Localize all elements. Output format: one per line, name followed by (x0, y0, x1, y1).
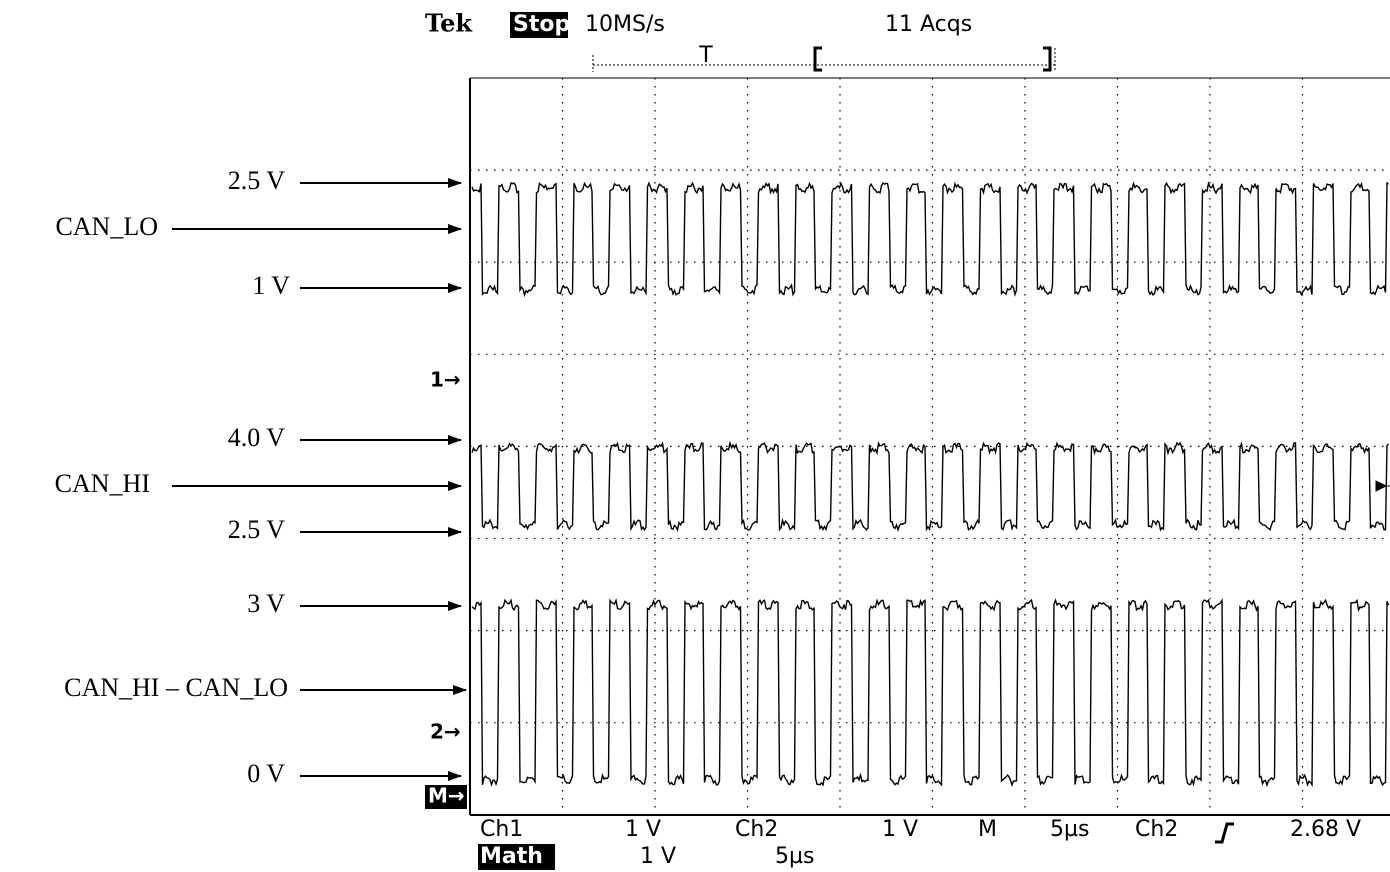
readout: 1 V (625, 817, 661, 842)
scope-screenshot: Tek Stop: 10MS/s 11 Acqs T 2.5 V CAN_LO 1 … (0, 0, 1390, 872)
annotation-label: 4.0 V (228, 423, 286, 452)
readout: Ch1 (480, 817, 523, 842)
readout: 5µs (775, 844, 814, 869)
readout: 2.68 V (1290, 817, 1361, 842)
annotation-label: 2.5 V (228, 166, 286, 195)
readout: Ch2 (735, 817, 778, 842)
annotation-label: 1 V (252, 271, 290, 300)
status: Stop: (513, 12, 579, 37)
readout: 1 V (640, 844, 676, 869)
channel-marker: 2→ (430, 720, 461, 744)
trace-can-hi (472, 443, 1389, 530)
channel-marker: M→ (428, 784, 465, 808)
annotation-label: CAN_HI (55, 469, 150, 498)
annotation-label: 2.5 V (228, 515, 286, 544)
annotation-label: 3 V (247, 589, 285, 618)
trigger-slope (1215, 824, 1234, 842)
annotation-label: 0 V (247, 759, 285, 788)
scope-screen (470, 78, 1390, 815)
readout: 1 V (882, 817, 918, 842)
brand: Tek (425, 9, 473, 38)
acquisitions: 11 Acqs (885, 12, 972, 37)
annotation-label: CAN_LO (55, 212, 158, 241)
readout: 5µs (1050, 817, 1089, 842)
readout: M (978, 817, 997, 842)
trigger-marker: T (698, 43, 713, 68)
annotation-label: CAN_HI – CAN_LO (64, 673, 288, 702)
readout: Ch2 (1135, 817, 1178, 842)
trigger-level-marker (1376, 481, 1390, 491)
readout: Math (480, 844, 543, 869)
trace-diff (472, 600, 1389, 785)
view-brackets (815, 48, 1050, 70)
channel-marker: 1→ (430, 368, 461, 392)
header: Tek Stop: 10MS/s 11 Acqs T (425, 9, 1055, 73)
annotations: 2.5 V CAN_LO 1 V 4.0 V CAN_HI 2.5 V 3 V CAN_HI … (55, 166, 466, 788)
sample-rate: 10MS/s (585, 12, 665, 37)
trace-can-lo (472, 183, 1389, 295)
